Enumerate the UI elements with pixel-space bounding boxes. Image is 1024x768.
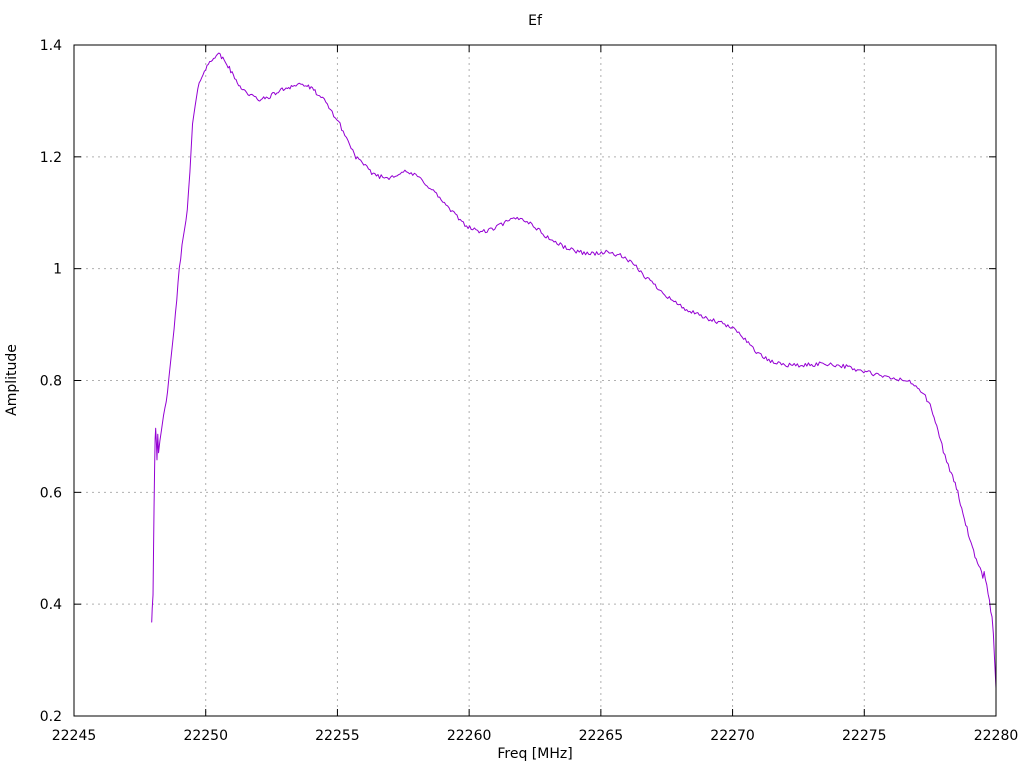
x-tick-label: 22275 xyxy=(842,728,887,744)
x-tick-label: 22245 xyxy=(52,728,97,744)
y-tick-label: 1.4 xyxy=(40,38,62,54)
x-tick-label: 22260 xyxy=(447,728,492,744)
x-tick-label: 22255 xyxy=(315,728,360,744)
chart-title: Ef xyxy=(528,13,543,29)
x-tick-label: 22270 xyxy=(710,728,755,744)
plot-border xyxy=(73,44,997,717)
y-tick-label: 0.8 xyxy=(40,374,62,390)
grid-layer xyxy=(73,44,997,717)
series-ef-line xyxy=(151,52,997,689)
y-axis-label: Amplitude xyxy=(4,344,20,416)
x-tick-label: 22280 xyxy=(974,728,1019,744)
y-tick-label: 0.2 xyxy=(40,709,62,725)
tick-label-layer: 22245 22250 22255 22260 22265 22270 22275 22280… xyxy=(40,38,1019,744)
x-tick-label: 22265 xyxy=(579,728,624,744)
y-tick-label: 1 xyxy=(53,262,62,278)
y-tick-label: 0.4 xyxy=(40,597,62,613)
curve-layer xyxy=(151,52,997,689)
axis-frame-layer xyxy=(73,44,997,717)
x-axis-label: Freq [MHz] xyxy=(497,746,572,762)
y-tick-label: 1.2 xyxy=(40,150,62,166)
y-tick-label: 0.6 xyxy=(40,485,62,501)
x-tick-label: 22250 xyxy=(183,728,228,744)
